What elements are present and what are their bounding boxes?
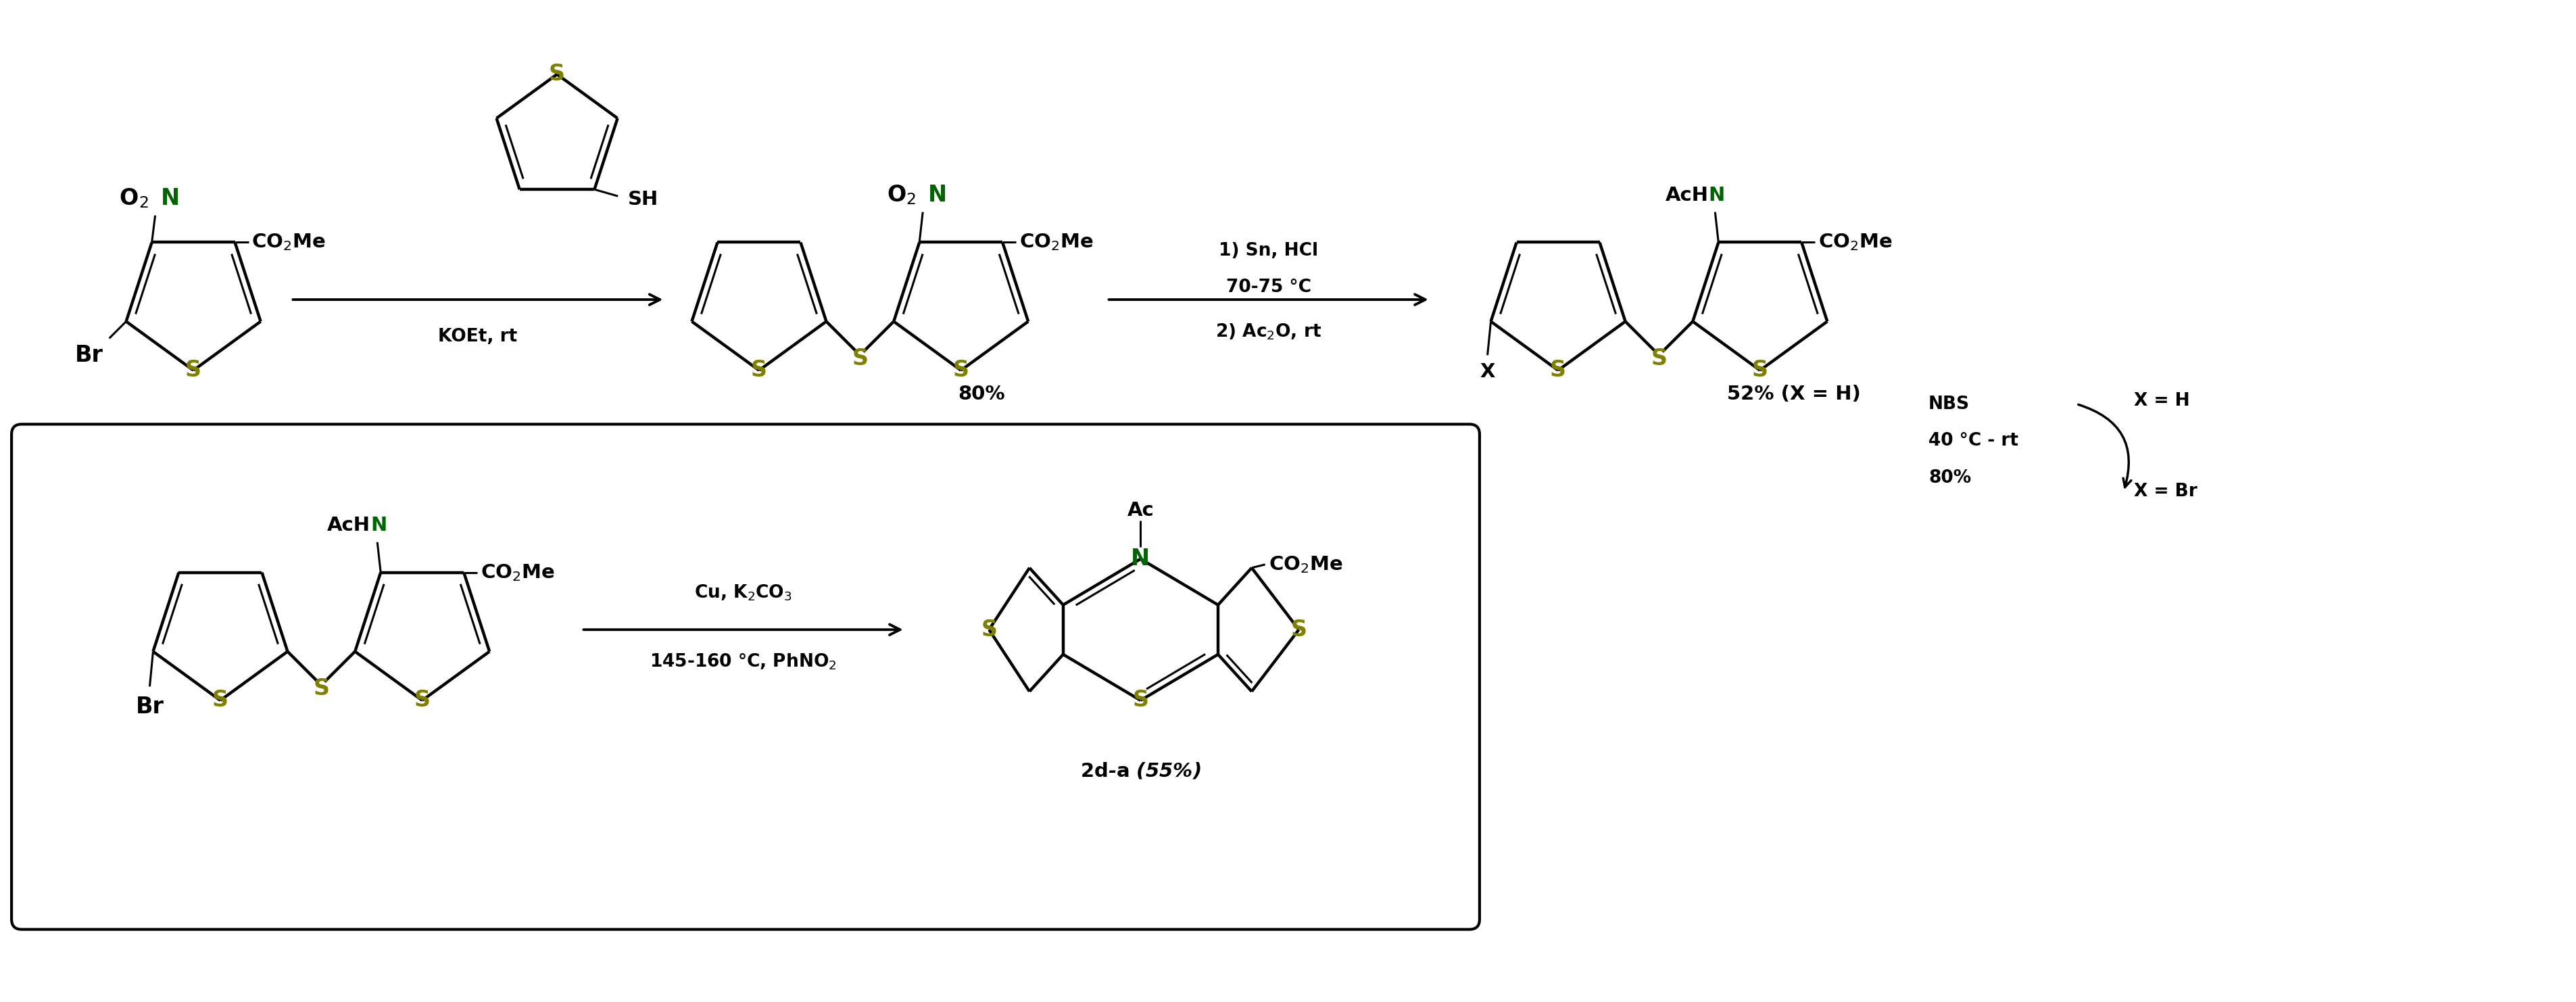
Text: Br: Br (137, 695, 165, 717)
Text: 145-160 °C, PhNO$_2$: 145-160 °C, PhNO$_2$ (649, 652, 837, 671)
Text: S: S (750, 359, 768, 382)
Text: $_2$: $_2$ (907, 184, 917, 206)
Text: NBS: NBS (1927, 395, 1968, 413)
Text: S: S (211, 689, 229, 711)
Text: O: O (118, 187, 139, 209)
Text: 40 °C - rt: 40 °C - rt (1927, 432, 2017, 450)
Text: Ac: Ac (1126, 501, 1154, 520)
Text: N: N (371, 516, 386, 535)
Text: S: S (953, 359, 969, 382)
Text: Br: Br (75, 344, 103, 367)
Text: S: S (1133, 689, 1149, 711)
Text: X = H: X = H (2133, 392, 2190, 410)
Text: S: S (549, 63, 564, 85)
Text: X = Br: X = Br (2133, 483, 2197, 500)
Text: Cu, K$_2$CO$_3$: Cu, K$_2$CO$_3$ (693, 583, 791, 602)
Text: SH: SH (629, 190, 659, 209)
Text: CO$_2$Me: CO$_2$Me (252, 232, 325, 253)
Text: KOEt, rt: KOEt, rt (438, 328, 518, 346)
Text: 80%: 80% (1927, 469, 1971, 487)
Text: 70-75 °C: 70-75 °C (1226, 279, 1311, 297)
Text: 80%: 80% (958, 385, 1005, 404)
Text: S: S (1551, 359, 1566, 382)
Text: N: N (1708, 185, 1723, 204)
Text: S: S (185, 359, 201, 382)
Text: X: X (1479, 363, 1494, 382)
Text: CO$_2$Me: CO$_2$Me (1819, 232, 1891, 253)
Text: 1) Sn, HCl: 1) Sn, HCl (1218, 242, 1319, 260)
Text: S: S (981, 618, 997, 641)
Text: AcH: AcH (1664, 185, 1708, 204)
Text: S: S (415, 689, 430, 711)
Text: S: S (1291, 618, 1306, 641)
Text: S: S (1752, 359, 1767, 382)
Text: AcH: AcH (327, 516, 371, 535)
Text: $_2$: $_2$ (139, 187, 149, 209)
Text: CO$_2$Me: CO$_2$Me (1267, 554, 1342, 574)
Text: N: N (1131, 548, 1149, 570)
FancyBboxPatch shape (10, 424, 1479, 930)
Text: S: S (853, 348, 868, 370)
Text: $\mathbf{2d}$-$\mathbf{a}$ (55%): $\mathbf{2d}$-$\mathbf{a}$ (55%) (1079, 762, 1200, 781)
Text: CO$_2$Me: CO$_2$Me (1020, 232, 1092, 253)
Text: S: S (314, 677, 330, 699)
Text: N: N (160, 187, 180, 209)
Text: S: S (1651, 348, 1667, 370)
Text: 2) Ac$_2$O, rt: 2) Ac$_2$O, rt (1216, 323, 1321, 342)
Text: N: N (927, 184, 948, 206)
Text: CO$_2$Me: CO$_2$Me (482, 562, 554, 582)
Text: 52% (X = H): 52% (X = H) (1726, 385, 1860, 404)
Text: O: O (886, 184, 907, 206)
